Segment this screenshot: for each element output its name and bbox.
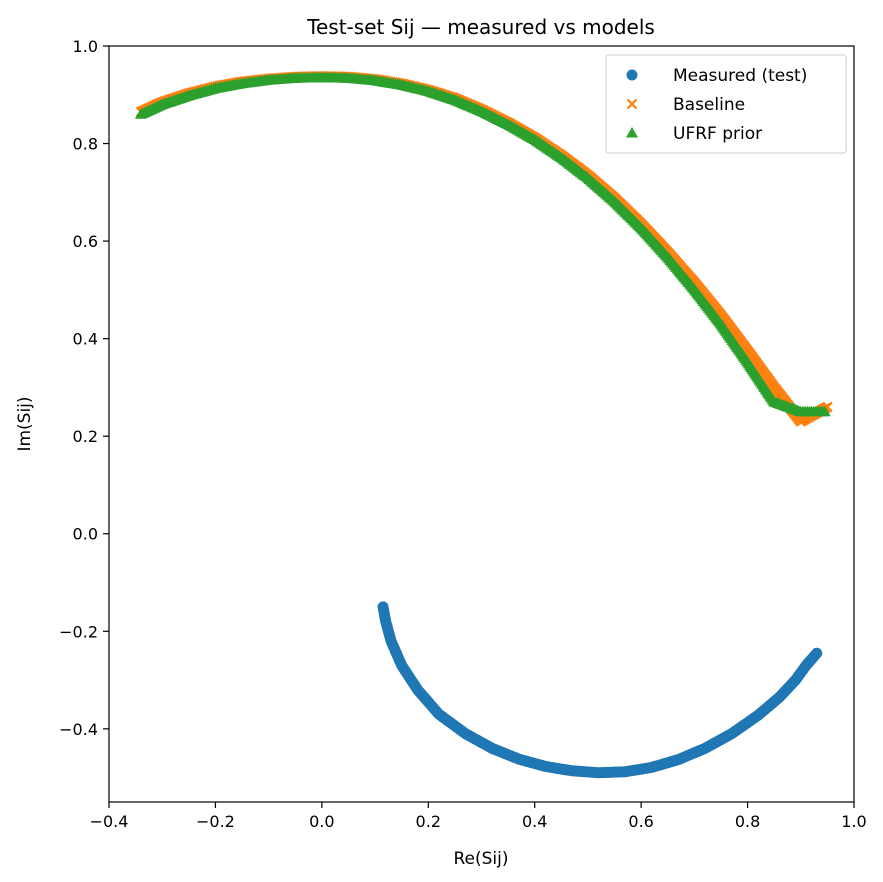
x-axis-label: Re(Sij) <box>453 849 508 869</box>
y-tick-label: 1.0 <box>73 37 98 56</box>
legend-label: Baseline <box>673 95 745 115</box>
data-point <box>811 647 823 659</box>
series-0 <box>377 601 823 779</box>
data-point <box>818 405 831 417</box>
y-axis: −0.4 −0.2 0.0 0.2 0.4 0.6 0.8 1.0 <box>59 37 109 739</box>
plot-area <box>108 45 855 803</box>
y-tick-label: −0.4 <box>59 720 98 739</box>
x-tick-label: 0.2 <box>416 812 441 831</box>
x-tick-label: −0.4 <box>90 812 129 831</box>
y-tick-label: 0.8 <box>73 135 98 154</box>
series-2 <box>134 71 831 417</box>
legend-marker <box>626 98 638 110</box>
x-tick-label: 0.4 <box>522 812 547 831</box>
legend: Measured (test) Baseline UFRF prior <box>605 54 847 154</box>
x-axis: −0.4 −0.2 0.0 0.2 0.4 0.6 0.8 1.0 <box>90 802 867 831</box>
legend-marker <box>626 127 638 138</box>
x-tick-label: 0.6 <box>628 812 653 831</box>
y-tick-label: 0.6 <box>73 232 98 251</box>
y-axis-label: Im(Sij) <box>15 396 35 451</box>
data-marks <box>134 70 833 779</box>
y-tick-label: 0.0 <box>73 525 98 544</box>
y-tick-label: 0.4 <box>73 330 98 349</box>
x-tick-label: 0.8 <box>735 812 760 831</box>
chart-title: Test-set Sij — measured vs models <box>306 15 655 39</box>
y-tick-label: 0.2 <box>73 427 98 446</box>
legend-label: UFRF prior <box>673 124 762 144</box>
x-tick-label: 1.0 <box>841 812 866 831</box>
x-tick-label: 0.0 <box>309 812 334 831</box>
y-tick-label: −0.2 <box>59 622 98 641</box>
legend-marker <box>626 69 638 81</box>
legend-box <box>605 54 847 154</box>
legend-label: Measured (test) <box>673 66 807 86</box>
x-tick-label: −0.2 <box>196 812 235 831</box>
